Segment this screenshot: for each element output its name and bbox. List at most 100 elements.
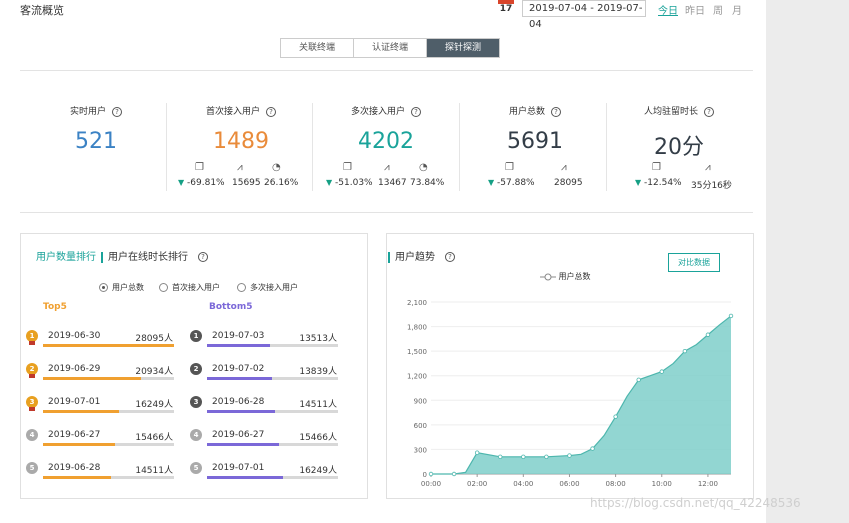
rank-row: 3 2019-07-01 16249人 <box>26 394 176 424</box>
y-tick-label: 2,100 <box>407 299 427 307</box>
rank-bar <box>207 377 338 380</box>
x-tick-label: 06:00 <box>559 480 579 488</box>
ranking-tabs: 用户数量排行 用户在线时长排行? <box>36 248 208 263</box>
metric-realtime: 实时用户? 521 <box>23 104 169 155</box>
y-tick-label: 900 <box>414 397 427 405</box>
data-point <box>474 450 480 455</box>
rank-count: 15466人 <box>299 433 337 443</box>
rank-row: 2 2019-06-29 20934人 <box>26 361 176 391</box>
tab-probe[interactable]: 探针探测 <box>427 39 499 57</box>
line-chart-icon: ⩘ <box>705 162 711 173</box>
rank-date: 2019-07-01 <box>48 397 101 407</box>
data-point <box>521 454 526 459</box>
y-tick-label: 0 <box>423 471 427 479</box>
top5-title: Top5 <box>43 302 67 312</box>
page-title: 客流概览 <box>20 4 64 17</box>
rank-badge-icon: 5 <box>26 462 38 474</box>
rank-date: 2019-06-28 <box>212 397 265 407</box>
help-icon[interactable]: ? <box>704 106 714 117</box>
quick-week[interactable]: 周 <box>713 6 723 17</box>
divider <box>20 70 753 71</box>
quick-today[interactable]: 今日 <box>658 6 678 17</box>
pie-icon: ◔ <box>272 162 281 173</box>
data-point <box>728 313 734 319</box>
rank-badge-icon: 4 <box>26 429 38 441</box>
rank-count: 14511人 <box>299 400 337 410</box>
y-tick-label: 1,800 <box>407 324 427 332</box>
rank-date: 2019-06-27 <box>212 430 265 440</box>
rank-bar <box>43 476 174 479</box>
data-point <box>613 414 618 419</box>
metric-value: 4202 <box>358 129 414 154</box>
rank-bar <box>43 443 174 446</box>
data-point <box>636 377 641 383</box>
tab-online-duration-rank[interactable]: 用户在线时长排行 <box>108 252 188 263</box>
terminal-tabs: 关联终端 认证终端 探针探测 <box>280 38 500 58</box>
quick-month[interactable]: 月 <box>732 6 742 17</box>
rank-badge-icon: 1 <box>190 330 202 342</box>
x-tick-label: 02:00 <box>467 480 487 488</box>
rank-date: 2019-07-02 <box>212 364 265 374</box>
help-icon[interactable]: ? <box>266 106 276 117</box>
copy-icon: ❐ <box>505 162 514 173</box>
metric-repeat-access: 多次接入用户? 4202 <box>313 104 459 155</box>
metric-avg-stay: 人均驻留时长? 20分 <box>606 104 752 160</box>
rank-row: 2 2019-07-02 13839人 <box>190 361 340 391</box>
rank-badge-icon: 3 <box>26 396 38 408</box>
area-fill <box>431 315 731 474</box>
metric-first-access: 首次接入用户? 1489 <box>168 104 314 155</box>
radio-total-users[interactable]: 用户总数 <box>99 282 144 293</box>
help-icon[interactable]: ? <box>198 252 208 262</box>
tab-user-count-rank[interactable]: 用户数量排行 <box>36 252 96 263</box>
tab-associated[interactable]: 关联终端 <box>281 39 354 57</box>
line-chart-icon: ⩘ <box>237 162 243 173</box>
x-tick-label: 08:00 <box>606 480 626 488</box>
date-range-input[interactable]: 2019-07-04 - 2019-07-04 <box>522 0 646 30</box>
tab-authenticated[interactable]: 认证终端 <box>354 39 427 57</box>
x-tick-label: 10:00 <box>652 480 672 488</box>
help-icon[interactable]: ? <box>445 252 455 262</box>
rank-bar <box>207 443 338 446</box>
y-tick-label: 600 <box>414 422 427 430</box>
divider <box>20 212 753 213</box>
rank-count: 15466人 <box>135 433 173 443</box>
data-point <box>428 471 434 477</box>
y-tick-label: 1,500 <box>407 348 427 356</box>
data-point <box>498 454 503 459</box>
radio-repeat-access[interactable]: 多次接入用户 <box>237 282 298 293</box>
rank-row: 5 2019-07-01 16249人 <box>190 460 340 490</box>
help-icon[interactable]: ? <box>411 106 421 117</box>
trend-title-wrap: 用户趋势? <box>388 248 455 263</box>
watermark: https://blog.csdn.net/qq_42248536 <box>590 496 801 510</box>
data-point <box>544 454 549 459</box>
bottom5-title: Bottom5 <box>209 302 253 312</box>
quick-yesterday[interactable]: 昨日 <box>685 6 705 17</box>
compare-data-button[interactable]: 对比数据 <box>668 253 720 272</box>
rank-count: 28095人 <box>135 334 173 344</box>
rank-row: 1 2019-07-03 13513人 <box>190 328 340 358</box>
rank-row: 3 2019-06-28 14511人 <box>190 394 340 424</box>
y-tick-label: 300 <box>414 446 427 454</box>
rank-bar <box>207 410 338 413</box>
rank-count: 20934人 <box>135 367 173 377</box>
help-icon[interactable]: ? <box>112 106 122 117</box>
rank-badge-icon: 1 <box>26 330 38 342</box>
legend-marker-icon <box>540 273 556 280</box>
rank-date: 2019-06-27 <box>48 430 101 440</box>
metric-value: 5691 <box>507 129 563 154</box>
data-point <box>705 332 711 337</box>
data-point <box>659 369 664 374</box>
rank-bar <box>43 377 174 380</box>
rank-date: 2019-06-29 <box>48 364 101 374</box>
series-line <box>431 315 732 475</box>
rank-bar <box>207 344 338 347</box>
chart-legend[interactable]: 用户总数 <box>540 271 591 282</box>
radio-first-access[interactable]: 首次接入用户 <box>159 282 220 293</box>
copy-icon: ❐ <box>343 162 352 173</box>
rank-badge-icon: 5 <box>190 462 202 474</box>
calendar-icon[interactable]: 17 <box>498 0 514 16</box>
rank-row: 5 2019-06-28 14511人 <box>26 460 176 490</box>
x-tick-label: 12:00 <box>698 480 718 488</box>
rank-bar <box>43 344 174 347</box>
help-icon[interactable]: ? <box>551 106 561 117</box>
